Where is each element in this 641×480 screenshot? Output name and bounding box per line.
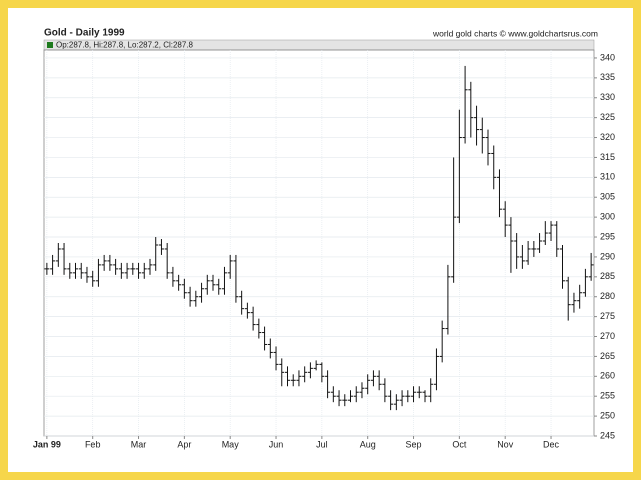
y-tick-label: 340 (600, 52, 615, 62)
y-tick-label: 315 (600, 152, 615, 162)
y-tick-label: 275 (600, 311, 615, 321)
x-tick-label: Apr (177, 439, 191, 449)
y-tick-label: 325 (600, 112, 615, 122)
x-tick-label: Jul (316, 439, 328, 449)
x-tick-label: Nov (497, 439, 514, 449)
y-tick-label: 255 (600, 391, 615, 401)
y-tick-label: 300 (600, 212, 615, 222)
y-tick-label: 245 (600, 430, 615, 440)
y-tick-label: 260 (600, 371, 615, 381)
y-tick-label: 305 (600, 192, 615, 202)
x-tick-label: Dec (543, 439, 560, 449)
y-tick-label: 290 (600, 251, 615, 261)
y-tick-label: 265 (600, 351, 615, 361)
y-tick-label: 295 (600, 231, 615, 241)
x-tick-label: Feb (85, 439, 101, 449)
y-tick-label: 285 (600, 271, 615, 281)
x-tick-label: May (222, 439, 240, 449)
y-tick-label: 335 (600, 72, 615, 82)
chart-title: Gold - Daily 1999 (44, 28, 125, 39)
y-tick-label: 270 (600, 331, 615, 341)
y-tick-label: 280 (600, 291, 615, 301)
x-tick-label: Jan 99 (33, 439, 61, 449)
legend-text: Op:287.8, Hi:287.8, Lo:287.2, Cl:287.8 (56, 41, 194, 50)
y-tick-label: 250 (600, 410, 615, 420)
legend-swatch (47, 42, 53, 48)
x-tick-label: Sep (406, 439, 422, 449)
x-tick-label: Aug (360, 439, 376, 449)
frame (8, 8, 633, 472)
x-tick-label: Mar (131, 439, 147, 449)
x-tick-label: Jun (269, 439, 284, 449)
y-tick-label: 310 (600, 172, 615, 182)
source: world gold charts © www.goldchartsrus.co… (432, 28, 598, 38)
y-tick-label: 320 (600, 132, 615, 142)
plot-frame (43, 49, 595, 437)
x-tick-label: Oct (452, 439, 467, 449)
y-tick-label: 330 (600, 92, 615, 102)
